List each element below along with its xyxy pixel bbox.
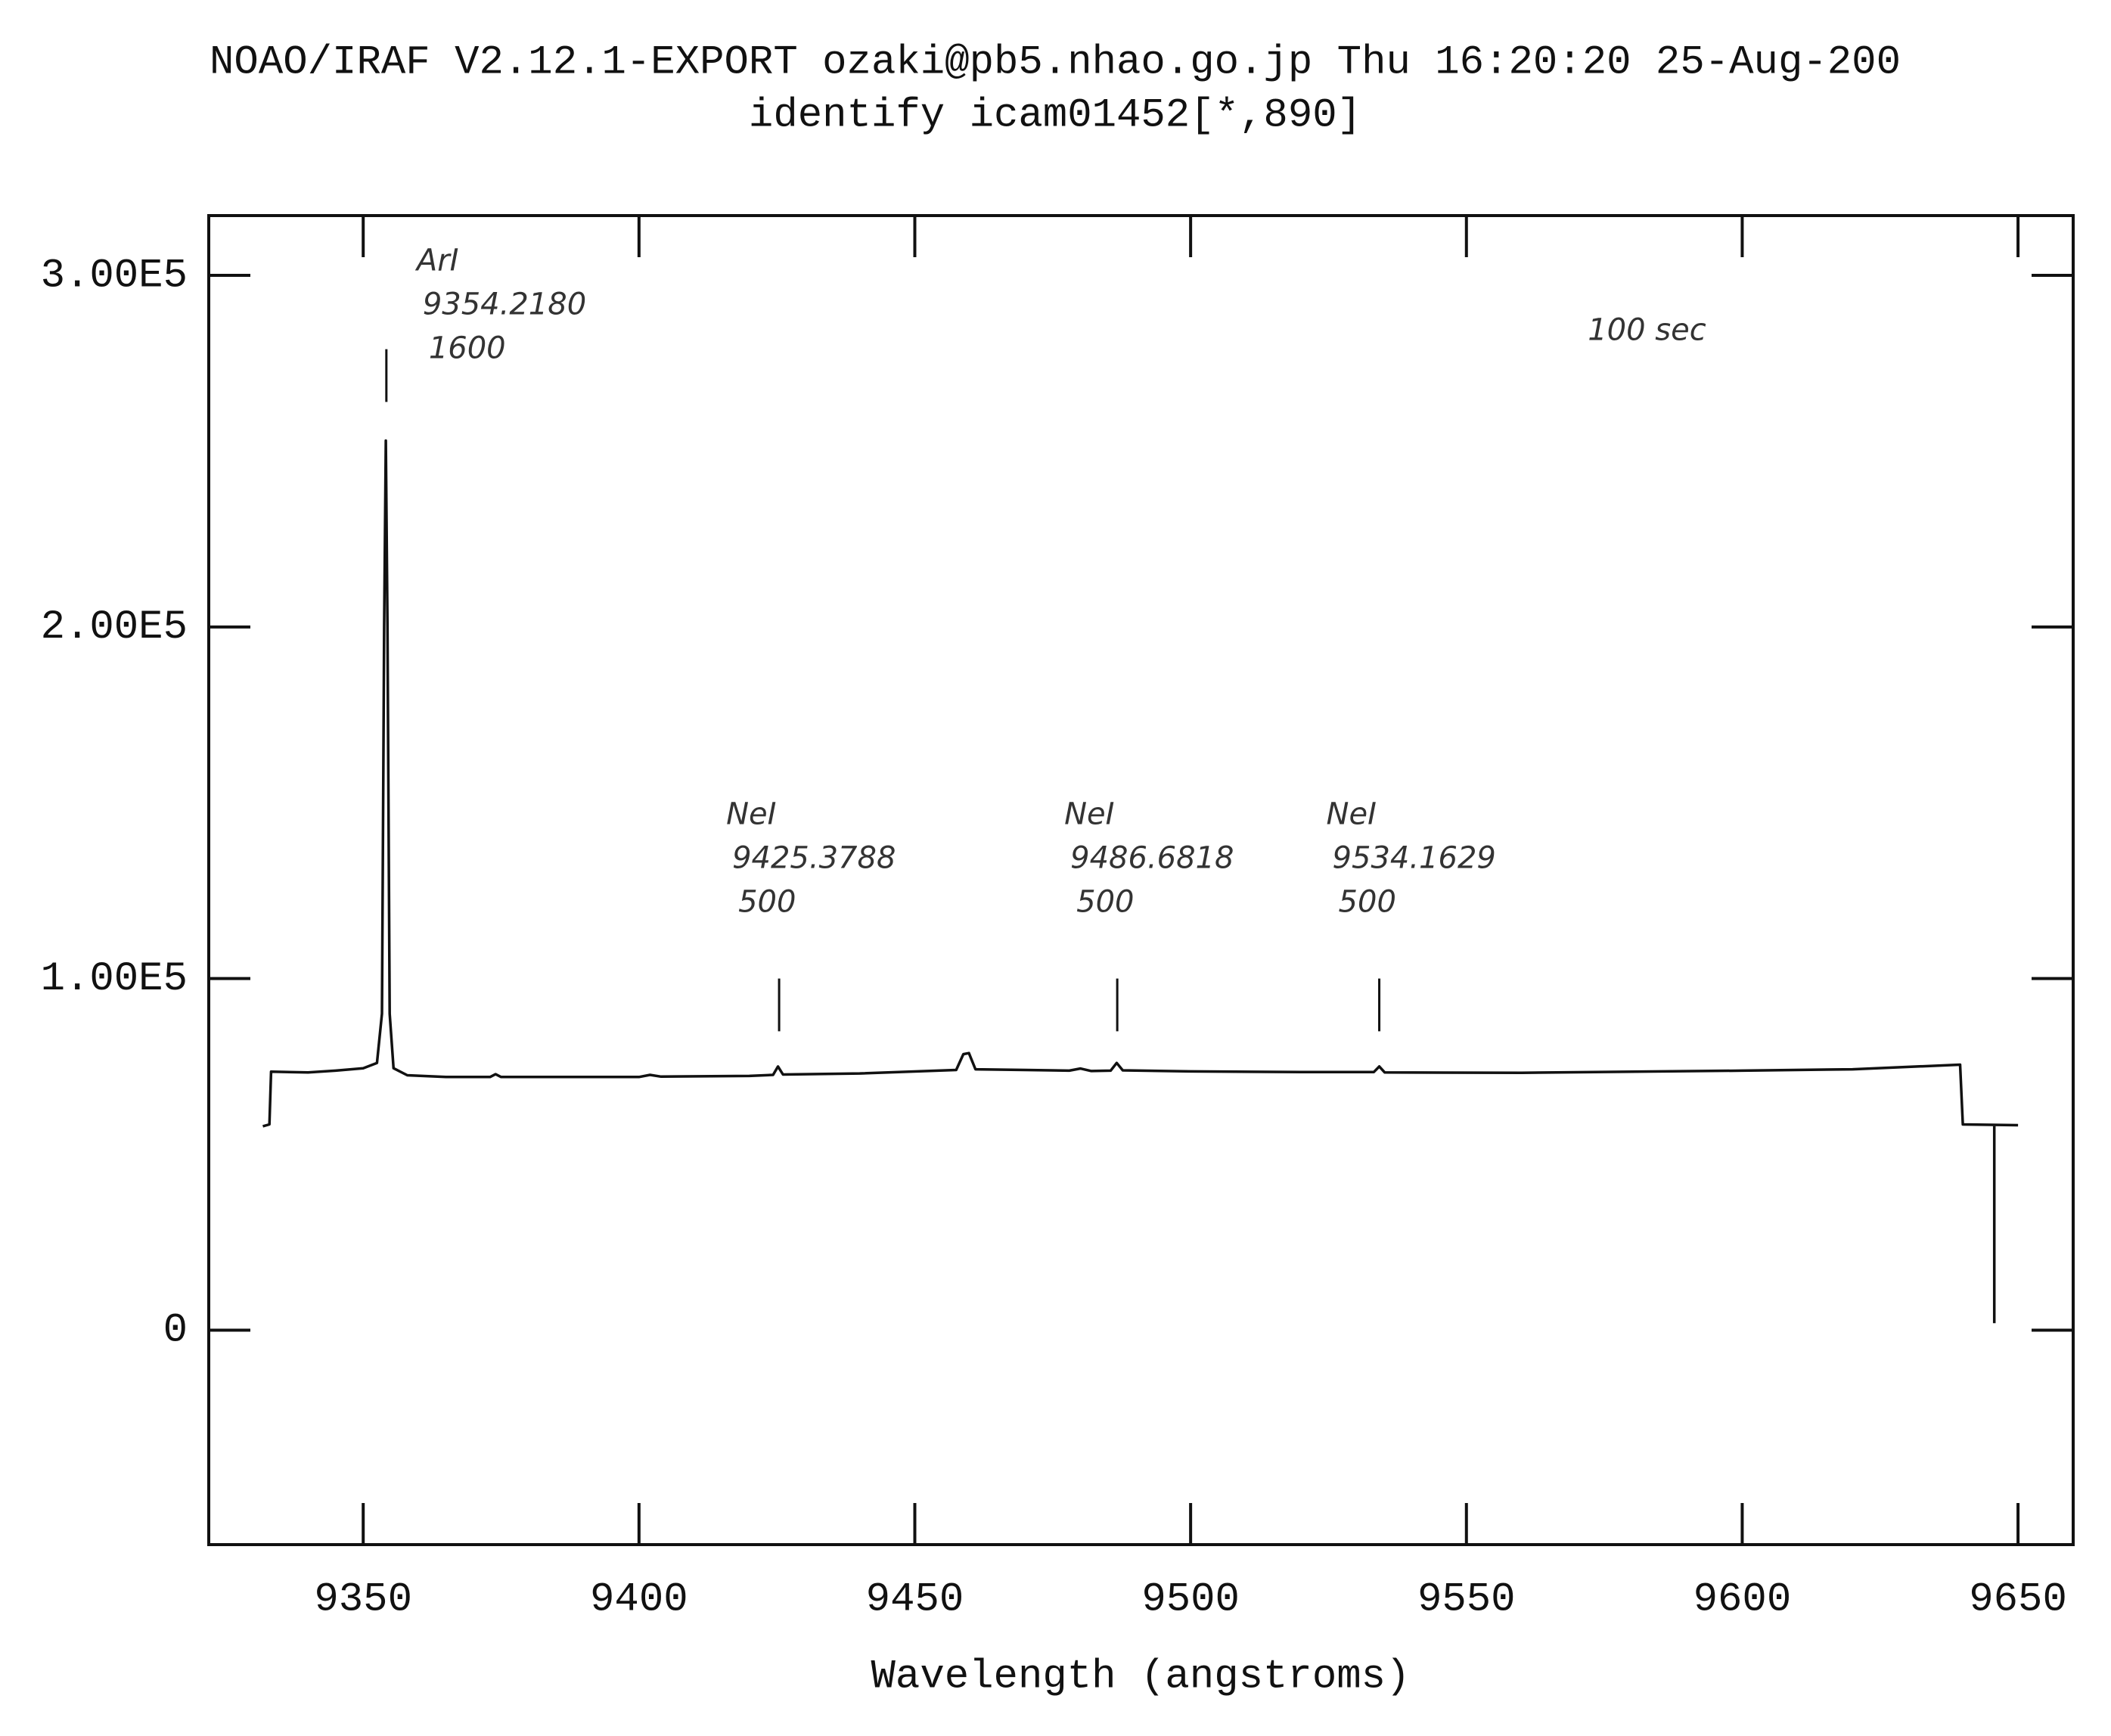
y-tick-label: 0 <box>163 1308 188 1354</box>
annotation: 100 sec <box>1588 312 1706 347</box>
marker-annotation: NeI <box>1064 797 1114 832</box>
marker-annotation: 500 <box>1076 885 1134 920</box>
marker-annotation: 1600 <box>429 331 506 366</box>
plot-frame <box>207 214 2075 1546</box>
x-tick-label: 9400 <box>590 1576 688 1623</box>
spectrum-line <box>262 439 2019 1324</box>
chart-subtitle: identify icam01452[*,890] <box>749 92 1361 138</box>
marker-annotation: 9354.2180 <box>423 287 586 322</box>
y-tick-label: 2.00E5 <box>41 604 188 651</box>
x-tick-label: 9500 <box>1141 1576 1240 1623</box>
marker-annotation: 9486.6818 <box>1070 841 1234 876</box>
marker-annotation: 500 <box>1339 885 1396 920</box>
marker-annotation: ArI <box>414 244 459 278</box>
y-tick-label: 1.00E5 <box>41 956 188 1002</box>
marker-annotation: 9534.1629 <box>1333 841 1496 876</box>
y-tick-label: 3.00E5 <box>41 253 188 299</box>
x-tick-label: 9450 <box>866 1576 964 1623</box>
x-tick-label: 9550 <box>1417 1576 1516 1623</box>
marker-annotation: 9425.3788 <box>732 841 896 876</box>
marker-annotation: 500 <box>738 885 796 920</box>
marker-annotation: NeI <box>1327 797 1377 832</box>
x-tick-label: 9350 <box>314 1576 412 1623</box>
marker-annotation: NeI <box>726 797 776 832</box>
x-axis-label: Wavelength (angstroms) <box>871 1654 1411 1700</box>
x-tick-label: 9600 <box>1693 1576 1792 1623</box>
chart-title: NOAO/IRAF V2.12.1-EXPORT ozaki@pb5.nhao.… <box>210 39 1901 85</box>
x-tick-label: 9650 <box>1969 1576 2067 1623</box>
